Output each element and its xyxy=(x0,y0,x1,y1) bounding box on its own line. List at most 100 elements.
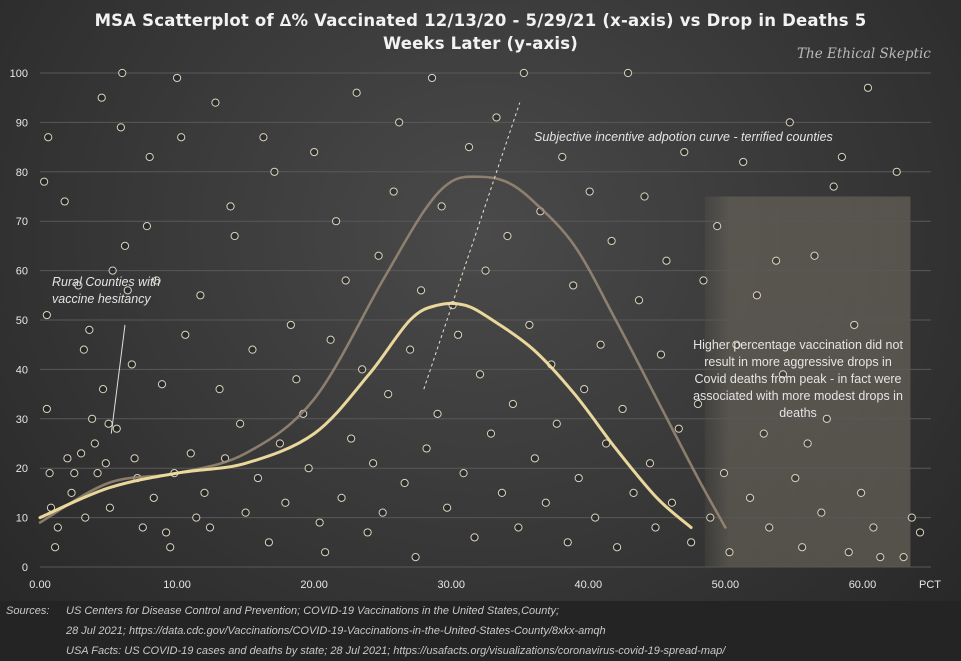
scatter-point xyxy=(497,488,507,497)
source-line-2: 28 Jul 2021; https://data.cdc.gov/Vaccin… xyxy=(66,625,606,637)
scatter-point xyxy=(149,493,158,502)
scatter-point xyxy=(656,350,666,359)
y-tick-label: 60 xyxy=(16,266,28,278)
scatter-point xyxy=(844,548,853,557)
x-tick-label: 10.00 xyxy=(163,579,191,591)
scatter-point xyxy=(863,83,873,92)
scatter-point xyxy=(680,147,689,157)
scatter-point xyxy=(157,380,167,389)
scatter-point xyxy=(772,256,781,265)
scatter-point xyxy=(87,414,97,423)
x-tick-label: 20.00 xyxy=(300,579,328,591)
scatter-point xyxy=(63,454,72,463)
scatter-point xyxy=(384,390,393,399)
main-trend-curve xyxy=(38,301,693,529)
scatter-point xyxy=(105,503,115,512)
scatter-point xyxy=(752,291,762,300)
scatter-point xyxy=(732,340,741,349)
scatter-point xyxy=(215,385,224,394)
scatter-point xyxy=(585,187,594,196)
scatter-point xyxy=(378,508,387,517)
x-tick-label: 30.00 xyxy=(437,579,465,591)
scatter-point xyxy=(634,296,644,305)
scatter-point xyxy=(138,523,147,532)
scatter-point xyxy=(104,419,113,428)
scatter-point xyxy=(899,553,908,562)
scatter-point xyxy=(574,473,583,483)
scatter-point xyxy=(352,88,361,97)
scatter-point xyxy=(98,385,108,394)
y-tick-label: 70 xyxy=(16,216,28,228)
scatter-point xyxy=(406,345,415,354)
scatter-point xyxy=(810,251,819,260)
shaded-region xyxy=(704,196,911,567)
scatter-point xyxy=(563,538,572,547)
scatter-point xyxy=(40,177,49,186)
scatter-point xyxy=(719,469,729,478)
scatter-point xyxy=(116,123,125,132)
scatter-point xyxy=(53,523,62,532)
y-tick-label: 90 xyxy=(16,117,28,129)
scatter-point xyxy=(112,424,121,433)
scatter-point xyxy=(331,217,341,226)
scatter-point xyxy=(596,340,605,349)
sources-footer: Sources: US Centers for Disease Control … xyxy=(0,601,961,661)
outer-trend-curve xyxy=(38,175,727,529)
scatter-point xyxy=(45,469,54,478)
scatter-point xyxy=(358,365,367,374)
scatter-point xyxy=(629,488,638,497)
scatter-point xyxy=(127,360,136,369)
scatter-point xyxy=(580,385,589,394)
x-tick-label: 60.00 xyxy=(849,579,877,591)
chart-svg: 0 10 20 30 40 50 60 70 80 90 100 0.00 10.00 20.00 30.0… xyxy=(10,68,942,591)
scatter-point xyxy=(486,429,496,438)
scatter-point xyxy=(907,513,916,522)
scatter-point xyxy=(172,73,182,83)
scatter-point xyxy=(541,498,550,507)
scatter-point xyxy=(44,133,53,142)
x-tick-label: 40.00 xyxy=(575,579,603,591)
scatter-point xyxy=(850,320,859,330)
x-tick-label: 0.00 xyxy=(29,579,50,591)
y-tick-label: 80 xyxy=(16,167,28,179)
scatter-point xyxy=(130,454,139,463)
scatter-point xyxy=(829,182,838,191)
scatter-point xyxy=(791,473,800,483)
scatter-point xyxy=(363,528,372,537)
y-tick-label: 50 xyxy=(16,315,28,327)
scatter-point xyxy=(470,533,479,542)
scatter-point xyxy=(607,236,616,246)
scatter-point xyxy=(725,548,734,557)
scatter-point xyxy=(93,469,102,478)
scatter-point xyxy=(411,553,420,562)
scatter-point xyxy=(785,118,794,127)
scatter-point xyxy=(97,93,106,102)
y-tick-label: 100 xyxy=(10,68,28,80)
scatter-point xyxy=(713,222,722,231)
scatter-point xyxy=(42,310,51,320)
scatter-point xyxy=(416,286,426,295)
scatter-point xyxy=(310,147,319,157)
scatter-point xyxy=(347,434,356,443)
chart-area: 0 10 20 30 40 50 60 70 80 90 100 0.00 10.00 20.00 30.0… xyxy=(10,11,942,591)
rural-pointer-line xyxy=(110,324,126,434)
y-tick-label: 30 xyxy=(16,414,28,426)
scatter-point xyxy=(42,404,51,414)
scatter-point xyxy=(275,439,284,448)
scatter-point xyxy=(90,439,99,448)
scatter-point xyxy=(640,192,649,201)
scatter-point xyxy=(492,113,501,122)
scatter-point xyxy=(177,133,186,142)
scatter-point xyxy=(876,553,885,562)
scatter-point xyxy=(739,157,748,167)
scatter-point xyxy=(253,473,263,483)
scatter-point xyxy=(459,469,468,478)
scatter-point xyxy=(693,399,703,409)
chart-title-line2: Weeks Later (y-axis) xyxy=(382,34,579,53)
scatter-point xyxy=(674,424,683,433)
scatter-point xyxy=(108,266,117,275)
scatter-point xyxy=(443,503,452,512)
scatter-point xyxy=(181,330,190,339)
scatter-point xyxy=(915,528,925,537)
scatter-point xyxy=(687,538,696,547)
